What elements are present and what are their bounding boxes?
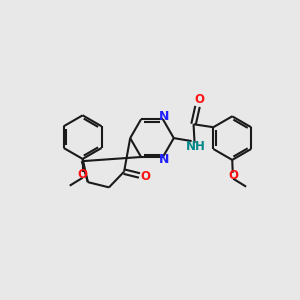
Text: NH: NH <box>186 140 206 152</box>
Text: O: O <box>194 93 205 106</box>
Text: N: N <box>159 154 169 166</box>
Text: O: O <box>78 168 88 181</box>
Text: N: N <box>159 110 169 123</box>
Text: O: O <box>140 170 150 183</box>
Text: O: O <box>228 169 238 182</box>
